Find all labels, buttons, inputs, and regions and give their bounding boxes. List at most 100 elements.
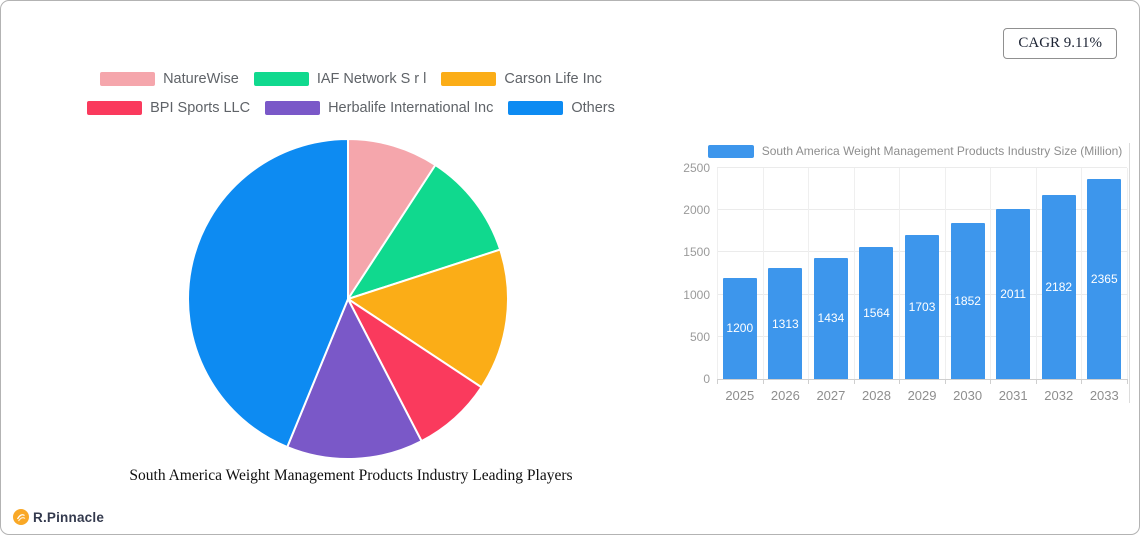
legend-label: Others: [571, 100, 615, 116]
legend-item-others[interactable]: Others: [508, 100, 615, 116]
x-axis-label-2027: 2027: [816, 388, 846, 403]
legend-swatch-herbalife-international-inc: [265, 101, 321, 115]
bar-2033[interactable]: 2365: [1087, 179, 1122, 379]
x-axis-tick: [1081, 379, 1083, 384]
cagr-label: CAGR 9.11%: [1018, 35, 1102, 51]
pie-slice-others[interactable]: [187, 138, 349, 449]
pie-legend-row: BPI Sports LLC Herbalife International In…: [41, 100, 661, 116]
legend-label: NatureWise: [163, 71, 239, 87]
bar-value-label: 1200: [726, 321, 754, 336]
gridline-horizontal: [717, 167, 1127, 168]
bar-2025[interactable]: 1200: [722, 277, 757, 379]
bar-slot-2028: 1564: [854, 168, 900, 379]
bar-2027[interactable]: 1434: [813, 257, 848, 379]
x-axis-label-2032: 2032: [1044, 388, 1074, 403]
bar-slot-2031: 2011: [990, 168, 1036, 379]
bar-slot-2029: 1703: [899, 168, 945, 379]
bars: 1200 1313 1434 1564 1703 1852 2011 2182 2365: [717, 168, 1127, 379]
bar-slot-2030: 1852: [945, 168, 991, 379]
bar-2031[interactable]: 2011: [996, 209, 1031, 379]
pie-chart: [187, 138, 509, 460]
x-axis-tick: [808, 379, 810, 384]
gridline-vertical: [1035, 168, 1037, 379]
bar-plot-area: 0 500 1000 1500 2000 2500 1200 1313 1434 1564 170…: [683, 161, 1128, 386]
pie-legend-row: NatureWise IAF Network S r l Carson Life I…: [41, 71, 661, 87]
y-axis-tick-label: 2000: [683, 203, 710, 218]
pie-slice-herbalife-international-inc[interactable]: [286, 298, 423, 460]
bar-slot-2033: 2365: [1082, 168, 1128, 379]
bar-legend[interactable]: South America Weight Management Products…: [701, 143, 1129, 159]
y-axis-tick-label: 1000: [683, 287, 710, 302]
gridline-vertical: [762, 168, 764, 379]
x-axis-label-2025: 2025: [725, 388, 755, 403]
cagr-badge: CAGR 9.11%: [1003, 28, 1117, 59]
legend-item-carson-life-inc[interactable]: Carson Life Inc: [441, 71, 602, 87]
gridline-vertical: [717, 168, 718, 379]
x-axis: 2025 2026 2027 2028 2029 2030 2031 2032 2033: [717, 380, 1127, 403]
legend-item-iaf-network-s-r-l[interactable]: IAF Network S r l: [253, 71, 427, 87]
x-axis-tick: [853, 379, 855, 384]
bar-2030[interactable]: 1852: [950, 222, 985, 379]
y-axis-tick-label: 1500: [683, 245, 710, 260]
x-axis-tick: [944, 379, 946, 384]
bar-slot-2026: 1313: [763, 168, 809, 379]
bar-value-label: 1434: [817, 311, 845, 326]
pie-legend: NatureWise IAF Network S r l Carson Life I…: [41, 71, 661, 116]
bar-value-label: 1313: [771, 316, 799, 331]
bar-value-label: 2182: [1045, 279, 1073, 294]
legend-swatch-bpi-sports-llc: [87, 101, 143, 115]
pinnacle-logo-icon: [13, 509, 29, 525]
y-axis-tick-label: 500: [689, 329, 710, 344]
brand-name: R.Pinnacle: [33, 509, 105, 525]
bar-2028[interactable]: 1564: [859, 247, 894, 379]
bar-slot-2032: 2182: [1036, 168, 1082, 379]
gridline-vertical: [853, 168, 855, 379]
x-axis-tick: [1035, 379, 1037, 384]
legend-swatch-others: [508, 101, 564, 115]
legend-swatch-carson-life-inc: [441, 72, 497, 86]
x-axis-tick: [1127, 379, 1128, 384]
y-axis-tick-label: 2500: [683, 161, 710, 175]
gridline-vertical: [1081, 168, 1083, 379]
gridline-vertical: [808, 168, 810, 379]
legend-item-herbalife-international-inc[interactable]: Herbalife International Inc: [265, 100, 493, 116]
bar-value-label: 2011: [1000, 287, 1027, 302]
legend-item-naturewise[interactable]: NatureWise: [100, 71, 239, 87]
bar-2026[interactable]: 1313: [768, 268, 803, 379]
legend-item-bpi-sports-llc[interactable]: BPI Sports LLC: [87, 100, 250, 116]
bar-2029[interactable]: 1703: [905, 235, 940, 379]
bar-slot-2025: 1200: [717, 168, 763, 379]
pie-slice-naturewise[interactable]: [347, 138, 437, 300]
x-axis-tick: [717, 379, 718, 384]
x-axis-label-2031: 2031: [998, 388, 1028, 403]
gridline-vertical: [944, 168, 946, 379]
x-axis-tick: [899, 379, 901, 384]
x-axis-tick: [762, 379, 764, 384]
bar-legend-swatch: [707, 144, 754, 158]
legend-label: Herbalife International Inc: [328, 100, 494, 116]
x-axis-tick: [990, 379, 992, 384]
x-axis-label-2030: 2030: [953, 388, 983, 403]
gridline-vertical: [1127, 168, 1128, 379]
pie-chart-title: South America Weight Management Products…: [129, 467, 573, 484]
legend-label: BPI Sports LLC: [150, 100, 251, 116]
bar-legend-label: South America Weight Management Products…: [761, 144, 1123, 158]
y-axis-tick-label: 0: [703, 372, 710, 386]
gridline-vertical: [990, 168, 992, 379]
legend-swatch-naturewise: [100, 72, 156, 86]
legend-label: Carson Life Inc: [504, 71, 602, 87]
legend-label: IAF Network S r l: [316, 71, 427, 87]
bar-slot-2027: 1434: [808, 168, 854, 379]
gridline-horizontal: [717, 209, 1127, 211]
legend-swatch-iaf-network-s-r-l: [253, 72, 309, 86]
brand-logo[interactable]: R.Pinnacle: [13, 509, 104, 525]
bar-value-label: 2365: [1090, 272, 1118, 287]
pie-slice-iaf-network-s-r-l[interactable]: [347, 164, 502, 300]
bar-2032[interactable]: 2182: [1041, 194, 1076, 379]
x-axis-label-2026: 2026: [770, 388, 800, 403]
bar-chart-section: South America Weight Management Products…: [683, 143, 1130, 403]
pie-slice-carson-life-inc[interactable]: [347, 248, 509, 389]
x-axis-label-2028: 2028: [862, 388, 891, 403]
bar-value-label: 1852: [954, 293, 981, 308]
bar-value-label: 1564: [863, 306, 890, 320]
